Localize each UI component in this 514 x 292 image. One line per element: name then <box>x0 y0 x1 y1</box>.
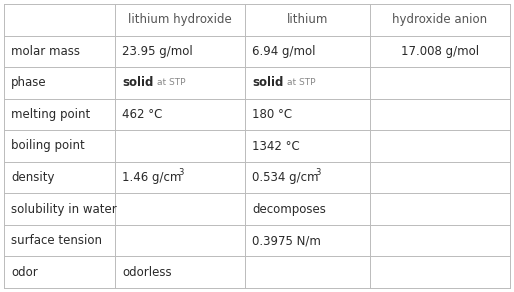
Text: at STP: at STP <box>157 78 186 87</box>
Text: density: density <box>11 171 54 184</box>
Text: 462 °C: 462 °C <box>122 108 162 121</box>
Text: lithium: lithium <box>287 13 328 26</box>
Text: lithium hydroxide: lithium hydroxide <box>128 13 232 26</box>
Text: 1.46 g/cm: 1.46 g/cm <box>122 171 181 184</box>
Text: 3: 3 <box>178 168 183 177</box>
Text: molar mass: molar mass <box>11 45 80 58</box>
Text: melting point: melting point <box>11 108 90 121</box>
Text: 6.94 g/mol: 6.94 g/mol <box>252 45 316 58</box>
Text: hydroxide anion: hydroxide anion <box>392 13 488 26</box>
Text: 0.534 g/cm: 0.534 g/cm <box>252 171 319 184</box>
Text: phase: phase <box>11 77 47 89</box>
Text: solubility in water: solubility in water <box>11 203 117 215</box>
Text: boiling point: boiling point <box>11 140 85 152</box>
Text: 0.3975 N/m: 0.3975 N/m <box>252 234 321 247</box>
Text: solid: solid <box>122 77 153 89</box>
Text: 17.008 g/mol: 17.008 g/mol <box>401 45 479 58</box>
Text: odor: odor <box>11 266 38 279</box>
Text: solid: solid <box>252 77 283 89</box>
Text: 3: 3 <box>315 168 320 177</box>
Text: surface tension: surface tension <box>11 234 102 247</box>
Text: at STP: at STP <box>287 78 316 87</box>
Text: 1342 °C: 1342 °C <box>252 140 300 152</box>
Text: odorless: odorless <box>122 266 172 279</box>
Text: 180 °C: 180 °C <box>252 108 292 121</box>
Text: 23.95 g/mol: 23.95 g/mol <box>122 45 193 58</box>
Text: decomposes: decomposes <box>252 203 326 215</box>
